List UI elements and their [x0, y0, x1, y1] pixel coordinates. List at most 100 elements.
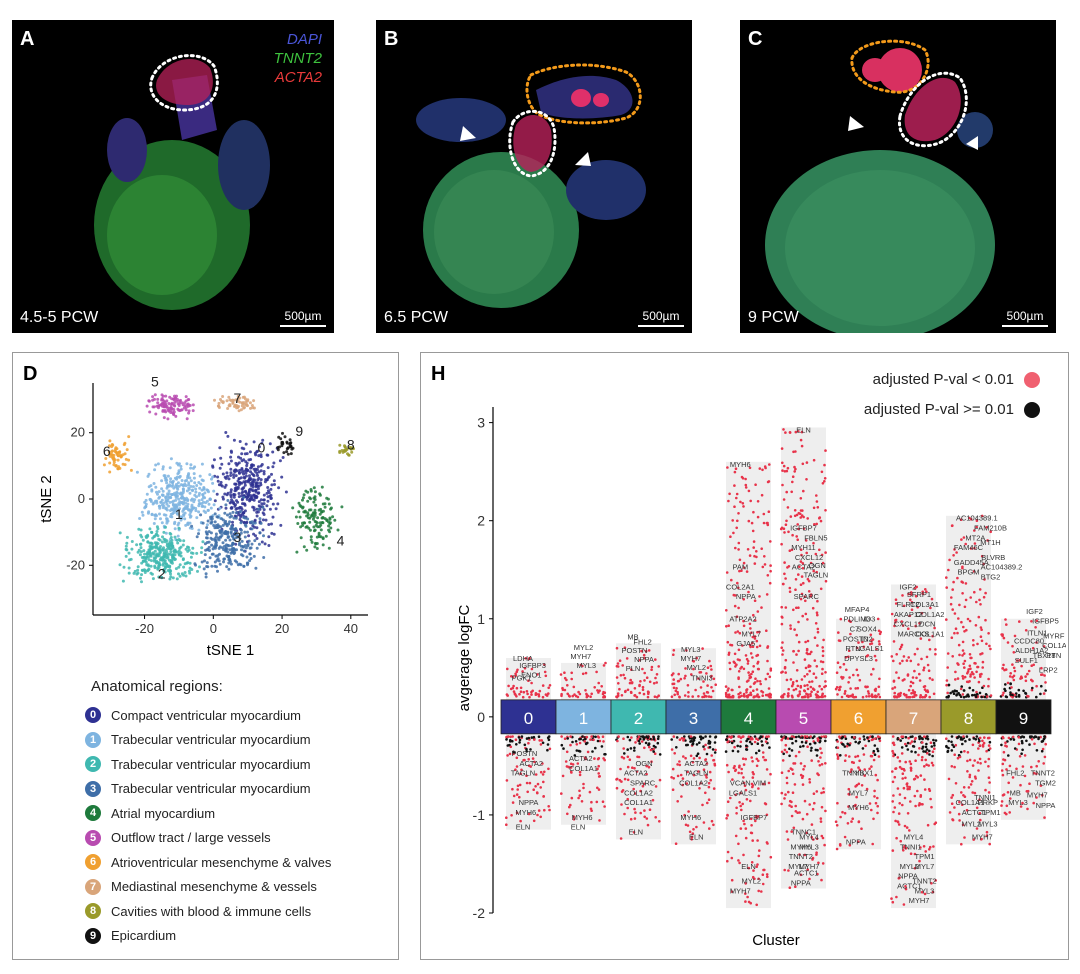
logfc-point	[849, 620, 852, 623]
tsne-point	[268, 507, 272, 511]
logfc-point	[816, 613, 819, 617]
logfc-point	[966, 759, 969, 763]
logfc-point	[566, 684, 569, 687]
tsne-point	[239, 510, 242, 513]
logfc-point	[745, 744, 748, 748]
logfc-point	[820, 878, 823, 882]
logfc-point	[809, 694, 812, 698]
logfc-point	[818, 684, 821, 688]
logfc-point	[579, 737, 582, 741]
logfc-point	[878, 739, 882, 743]
logfc-point	[957, 643, 961, 647]
tsne-point	[175, 475, 179, 479]
logfc-point	[816, 739, 820, 742]
tsne-point	[277, 486, 281, 490]
tsne-point	[248, 401, 252, 405]
logfc-point	[951, 793, 955, 797]
tsne-point	[237, 477, 241, 481]
tsne-point	[227, 567, 231, 571]
logfc-point	[899, 691, 902, 695]
logfc-point	[548, 747, 552, 751]
logfc-point	[1042, 692, 1046, 695]
logfc-point	[569, 803, 572, 807]
logfc-point	[767, 694, 770, 698]
tsne-point	[261, 528, 265, 532]
logfc-point	[656, 737, 660, 741]
tsne-point	[186, 499, 190, 503]
logfc-point	[862, 753, 866, 756]
logfc-point	[647, 649, 651, 652]
logfc-point	[1026, 807, 1029, 811]
logfc-point	[905, 659, 909, 662]
logfc-point	[645, 676, 649, 679]
logfc-point	[1033, 742, 1036, 746]
logfc-point	[946, 749, 950, 753]
tsne-point	[265, 491, 269, 495]
logfc-point	[812, 672, 816, 675]
logfc-point	[1035, 796, 1038, 799]
logfc-point	[530, 667, 534, 671]
logfc-point	[803, 595, 807, 599]
logfc-point	[511, 686, 515, 690]
logfc-point	[856, 686, 860, 690]
logfc-point	[597, 772, 600, 775]
logfc-point	[1017, 742, 1021, 746]
logfc-point	[742, 694, 746, 698]
tsne-point	[150, 559, 153, 563]
logfc-point	[803, 853, 807, 857]
logfc-point	[800, 592, 804, 596]
logfc-point	[731, 695, 735, 698]
logfc-point	[897, 823, 901, 826]
tsne-point	[164, 498, 168, 502]
logfc-point	[791, 772, 795, 776]
logfc-point	[806, 868, 809, 871]
logfc-point	[766, 842, 769, 845]
logfc-point	[584, 742, 588, 746]
logfc-point	[974, 738, 978, 741]
gene-label: MYL7	[849, 788, 869, 797]
logfc-point	[506, 754, 509, 757]
tsne-point	[216, 526, 220, 530]
logfc-point	[1035, 749, 1039, 752]
logfc-point	[652, 744, 656, 748]
logfc-point	[749, 901, 752, 905]
logfc-point	[980, 695, 983, 699]
tsne-point	[236, 394, 240, 398]
logfc-point	[623, 646, 627, 649]
gene-label: ELN	[571, 823, 586, 832]
logfc-point	[891, 749, 894, 753]
logfc-point	[1023, 774, 1027, 778]
tsne-point	[245, 495, 249, 499]
logfc-point	[786, 694, 790, 698]
logfc-point	[541, 741, 545, 745]
logfc-point	[569, 735, 572, 738]
logfc-point	[681, 777, 685, 780]
tsne-point	[159, 500, 163, 504]
logfc-point	[962, 695, 966, 699]
tsne-point	[198, 486, 202, 490]
tsne-x-label: tSNE 1	[207, 642, 255, 659]
logfc-point	[984, 788, 987, 792]
logfc-point	[873, 744, 877, 747]
tsne-point	[240, 467, 244, 470]
logfc-point	[590, 692, 593, 696]
logfc-point	[509, 740, 512, 743]
logfc-point	[1009, 672, 1012, 675]
logfc-point	[739, 827, 743, 830]
tsne-point	[263, 542, 267, 546]
logfc-point	[630, 736, 633, 739]
logfc-point	[909, 800, 912, 803]
gene-label: FAM46C	[954, 543, 984, 552]
logfc-point	[892, 659, 895, 663]
logfc-point	[783, 470, 787, 473]
panel-b-micrograph: B 6.5 PCW 500µm	[376, 20, 692, 333]
logfc-point	[794, 754, 798, 758]
tsne-point	[282, 451, 286, 455]
tsne-point	[173, 553, 177, 557]
logfc-point	[751, 760, 754, 763]
tsne-point	[162, 504, 166, 508]
logfc-point	[784, 671, 787, 674]
logfc-point	[766, 645, 770, 648]
logfc-point	[894, 695, 898, 698]
logfc-point	[685, 649, 688, 652]
